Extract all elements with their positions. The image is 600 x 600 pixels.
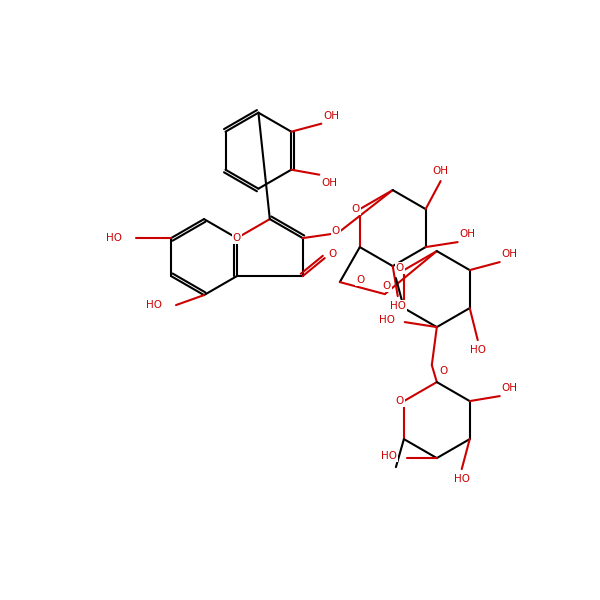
Text: HO: HO	[381, 451, 397, 461]
Text: O: O	[396, 263, 404, 273]
Text: O: O	[332, 226, 340, 236]
Text: HO: HO	[390, 301, 406, 311]
Text: OH: OH	[460, 229, 476, 239]
Text: HO: HO	[106, 233, 122, 243]
Text: OH: OH	[322, 178, 337, 188]
Text: OH: OH	[502, 249, 518, 259]
Text: O: O	[329, 249, 337, 259]
Text: OH: OH	[433, 166, 449, 176]
Text: O: O	[356, 275, 364, 285]
Text: O: O	[440, 366, 448, 376]
Text: HO: HO	[470, 345, 486, 355]
Text: O: O	[396, 396, 404, 406]
Text: OH: OH	[502, 383, 518, 393]
Text: O: O	[233, 233, 241, 243]
Text: OH: OH	[323, 110, 340, 121]
Text: HO: HO	[454, 474, 470, 484]
Text: HO: HO	[146, 300, 162, 310]
Text: O: O	[383, 281, 391, 291]
Text: HO: HO	[379, 315, 395, 325]
Text: O: O	[352, 204, 360, 214]
